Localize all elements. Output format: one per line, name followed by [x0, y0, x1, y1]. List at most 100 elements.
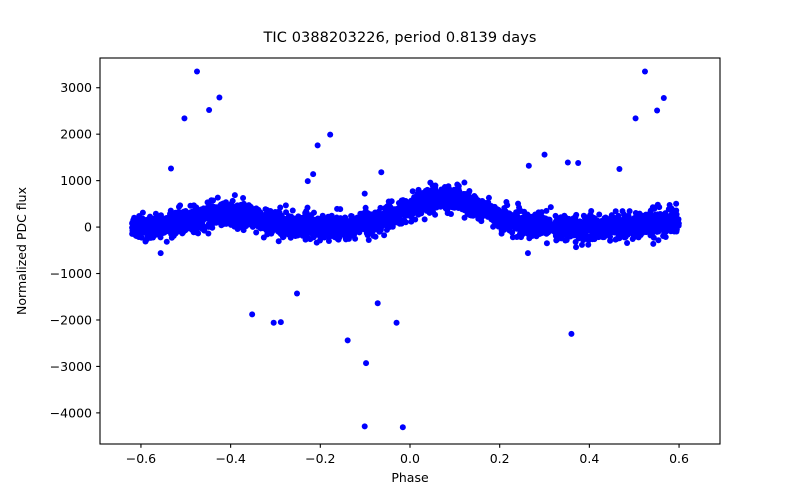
data-point [260, 234, 267, 241]
data-point [561, 218, 568, 225]
data-point [147, 213, 154, 220]
data-point [563, 236, 570, 243]
data-point [249, 311, 256, 318]
data-point [645, 219, 652, 226]
data-point [350, 218, 357, 225]
y-tick-label: 3000 [60, 80, 92, 95]
data-point [424, 186, 431, 193]
data-point [208, 215, 215, 222]
data-point [422, 202, 429, 209]
data-point [373, 213, 380, 220]
data-point [586, 225, 593, 231]
data-point [596, 211, 603, 218]
data-point [364, 216, 371, 223]
data-point [336, 234, 343, 241]
data-point [527, 215, 534, 222]
data-point [206, 221, 213, 228]
data-point [655, 237, 662, 244]
data-point [498, 230, 505, 237]
data-point [461, 179, 468, 186]
x-tick-label: 0.2 [490, 451, 510, 466]
data-point [456, 197, 462, 204]
data-point [635, 234, 642, 241]
data-point [649, 204, 656, 211]
data-point [131, 214, 138, 221]
data-point [447, 211, 454, 218]
data-point [282, 220, 289, 227]
data-point [157, 250, 164, 257]
data-point [253, 229, 260, 236]
data-point [163, 238, 170, 245]
data-point [503, 199, 510, 205]
data-point [378, 169, 385, 176]
data-point [229, 197, 236, 204]
data-point [585, 234, 592, 241]
data-point [333, 218, 340, 225]
data-point [317, 225, 324, 232]
data-point [359, 218, 366, 225]
data-point [270, 319, 277, 326]
data-point [650, 220, 657, 227]
data-point [418, 202, 424, 209]
data-point [206, 107, 213, 114]
data-point [290, 231, 297, 238]
data-point [518, 225, 525, 232]
data-point [381, 210, 388, 217]
data-point [216, 94, 223, 101]
x-tick-label: 0.0 [400, 451, 420, 466]
data-point [409, 208, 416, 215]
data-point [179, 212, 186, 219]
data-point [645, 228, 652, 235]
data-point [660, 232, 667, 239]
data-point [451, 201, 458, 208]
data-point [309, 222, 316, 229]
data-point [183, 216, 190, 223]
data-point [447, 197, 454, 204]
y-tick-label: −1000 [50, 266, 92, 281]
data-point [558, 222, 565, 229]
data-point [317, 237, 323, 244]
data-point [361, 423, 368, 430]
data-point [575, 159, 582, 166]
data-point [220, 221, 227, 228]
data-point [536, 221, 543, 228]
y-tick-label: −2000 [50, 312, 92, 327]
data-point [570, 223, 577, 230]
data-point [648, 213, 655, 220]
data-point [139, 229, 146, 236]
data-point [240, 200, 247, 207]
data-point [481, 212, 488, 219]
data-point [277, 204, 284, 211]
data-point [479, 206, 486, 213]
data-point [251, 217, 258, 224]
data-point [174, 220, 181, 227]
data-point [624, 239, 631, 246]
data-point [337, 206, 344, 213]
data-point [262, 211, 269, 218]
data-point [149, 226, 155, 233]
data-point [374, 300, 381, 307]
data-point [340, 227, 347, 234]
data-point [190, 220, 197, 227]
data-point [395, 205, 402, 212]
data-point [306, 229, 313, 236]
data-point [413, 208, 420, 215]
data-point [221, 213, 228, 220]
data-point [304, 178, 311, 185]
data-point [318, 219, 325, 226]
data-point [591, 236, 598, 243]
data-point [333, 223, 340, 230]
data-point [463, 196, 470, 203]
data-point [564, 159, 571, 166]
y-tick-label: 2000 [60, 127, 92, 142]
data-point [443, 194, 450, 201]
data-point [136, 212, 143, 219]
data-point [613, 219, 620, 226]
data-point [660, 94, 667, 101]
data-point [399, 424, 406, 431]
data-point [167, 212, 174, 219]
data-point [487, 205, 494, 212]
data-point [152, 210, 159, 217]
data-point [191, 213, 198, 220]
